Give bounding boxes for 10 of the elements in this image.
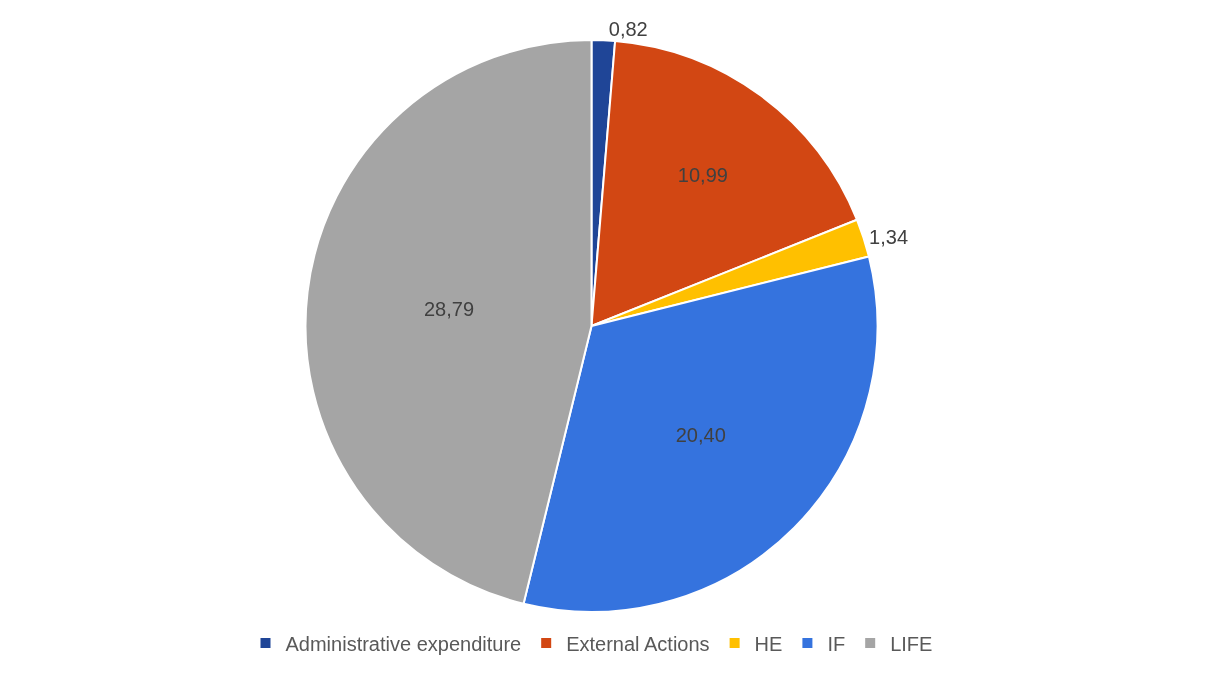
data-label: 0,82 xyxy=(608,18,648,41)
legend-label: IF xyxy=(827,632,846,655)
legend-label: HE xyxy=(754,632,783,655)
data-label: 20,40 xyxy=(675,423,726,446)
legend-label: LIFE xyxy=(890,632,933,655)
data-label: 10,99 xyxy=(677,164,728,187)
legend-label: External Actions xyxy=(566,632,710,655)
data-label: 1,34 xyxy=(869,225,909,248)
legend-label: Administrative expenditure xyxy=(285,632,522,655)
data-label: 28,79 xyxy=(423,297,475,320)
